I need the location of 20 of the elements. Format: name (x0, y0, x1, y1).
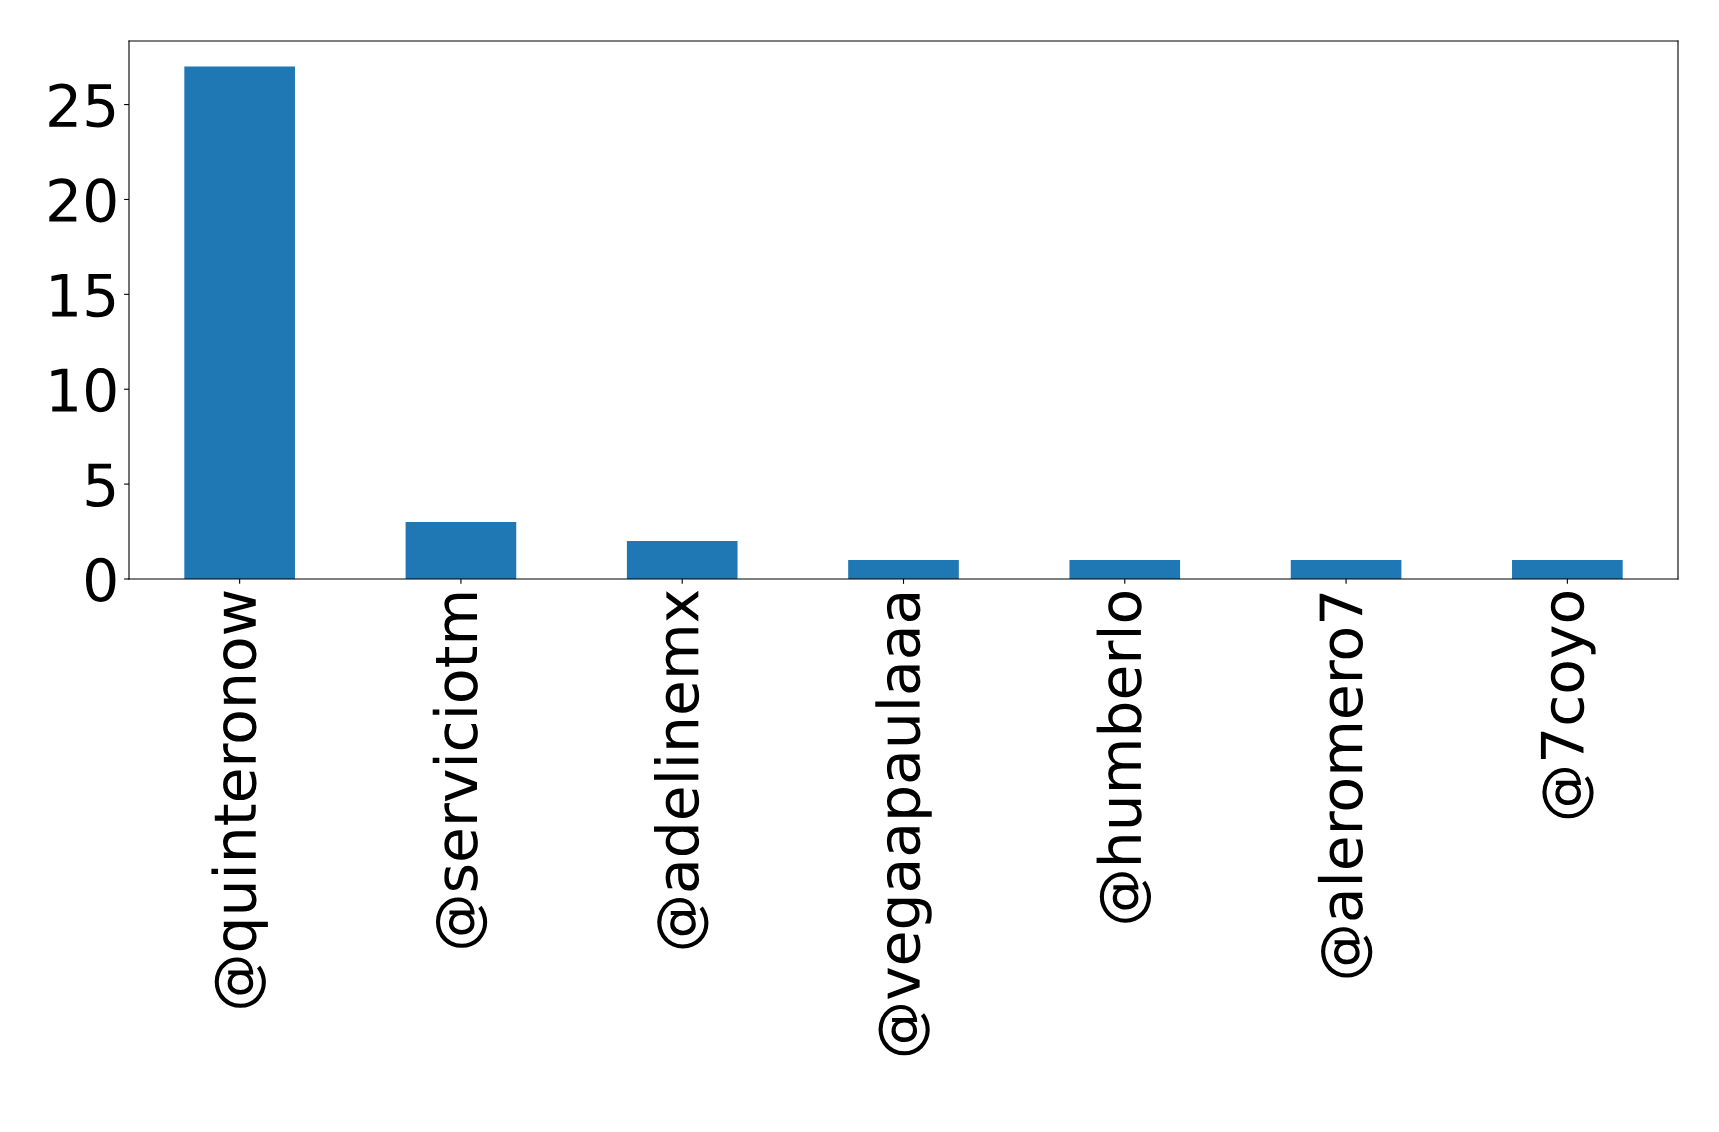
bar (184, 66, 295, 579)
bar (1512, 560, 1623, 579)
x-tick-label: @adelinemx (653, 590, 709, 949)
bar (1069, 560, 1181, 579)
x-tick-label: @serviciotm (432, 593, 488, 948)
y-tick-label: 10 (51, 368, 116, 413)
x-tick-label: @humberlo (1096, 591, 1152, 923)
x-tick-label: @quinteronow (211, 591, 268, 1008)
y-tick-label: 25 (49, 83, 115, 128)
bar (405, 522, 517, 579)
x-tick-label: @7coyo (1540, 591, 1596, 819)
bar (848, 560, 959, 579)
y-tick-label: 15 (51, 273, 115, 318)
x-tick-label: @vegaapaulaaa (875, 594, 932, 1056)
y-tick-label: 0 (86, 557, 116, 602)
bar (626, 541, 738, 579)
bar (1290, 560, 1402, 579)
y-tick-label: 20 (49, 178, 116, 223)
y-tick-label: 5 (86, 463, 115, 508)
x-tick-label: @aleromero7 (1317, 593, 1373, 978)
